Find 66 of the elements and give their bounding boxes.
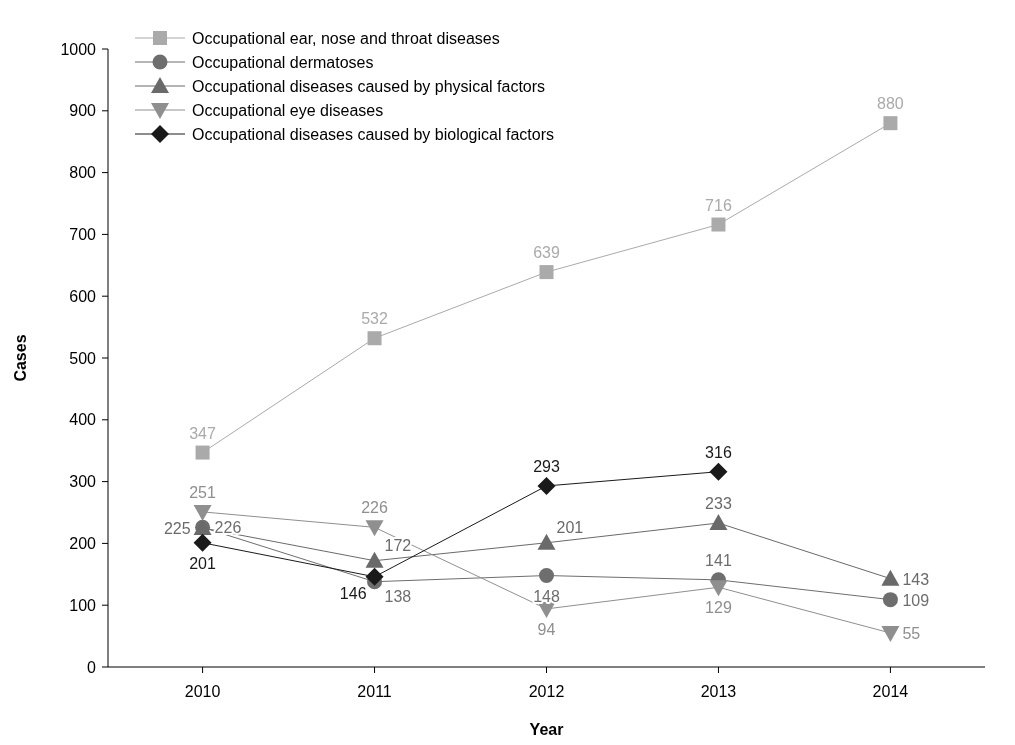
point bbox=[709, 514, 728, 531]
data-label: 201 bbox=[189, 554, 217, 572]
data-label: 94 bbox=[537, 620, 556, 638]
x-tick-label: 2010 bbox=[184, 683, 221, 700]
point bbox=[539, 568, 554, 584]
data-label: 138 bbox=[384, 587, 412, 605]
x-tick-label: 2011 bbox=[357, 683, 392, 700]
point bbox=[193, 504, 212, 521]
point bbox=[365, 567, 384, 586]
point bbox=[537, 533, 556, 550]
data-label: 55 bbox=[902, 625, 921, 643]
y-tick-label: 900 bbox=[69, 102, 97, 120]
point bbox=[709, 462, 728, 481]
data-label: 880 bbox=[877, 95, 904, 113]
y-tick-label: 0 bbox=[87, 658, 97, 676]
y-tick-label: 600 bbox=[69, 287, 97, 305]
point bbox=[539, 265, 554, 280]
data-label: 146 bbox=[339, 584, 367, 602]
data-label: 141 bbox=[705, 551, 732, 569]
legend-label: Occupational ear, nose and throat diseases bbox=[192, 29, 500, 47]
data-label: 148 bbox=[533, 587, 560, 605]
point bbox=[711, 217, 726, 232]
data-label: 639 bbox=[533, 244, 560, 262]
y-tick-label: 200 bbox=[69, 535, 97, 552]
data-label: 226 bbox=[214, 519, 242, 537]
data-label: 293 bbox=[533, 457, 560, 475]
data-label: 172 bbox=[384, 536, 412, 554]
point bbox=[195, 445, 210, 460]
y-tick-label: 800 bbox=[69, 164, 97, 182]
point bbox=[365, 520, 384, 537]
legend-label: Occupational eye diseases bbox=[192, 101, 384, 119]
point bbox=[367, 331, 382, 346]
legend-label: Occupational dermatoses bbox=[192, 53, 374, 71]
x-tick-label: 2012 bbox=[528, 683, 565, 700]
y-tick-label: 100 bbox=[69, 596, 97, 614]
data-label: 143 bbox=[902, 570, 930, 588]
data-label: 532 bbox=[361, 310, 388, 328]
x-tick-label: 2013 bbox=[700, 683, 737, 700]
point bbox=[193, 533, 212, 552]
y-tick-label: 1000 bbox=[60, 40, 97, 58]
data-label: 233 bbox=[705, 495, 732, 513]
point bbox=[709, 580, 728, 597]
data-label: 716 bbox=[705, 196, 732, 214]
y-tick-label: 400 bbox=[69, 411, 97, 429]
legend-label: Occupational diseases caused by biological factors bbox=[192, 125, 554, 143]
point bbox=[881, 569, 900, 586]
data-label: 129 bbox=[705, 599, 732, 617]
data-label: 225 bbox=[163, 519, 191, 537]
data-label: 109 bbox=[902, 591, 930, 609]
y-axis-title: Cases bbox=[12, 334, 29, 382]
point bbox=[883, 116, 898, 131]
legend-label: Occupational diseases caused by physical factors bbox=[192, 77, 546, 95]
point bbox=[537, 476, 556, 495]
x-axis-title: Year bbox=[529, 721, 564, 738]
y-tick-label: 500 bbox=[69, 349, 97, 367]
point bbox=[365, 551, 384, 568]
y-tick-label: 300 bbox=[69, 473, 97, 491]
data-label: 226 bbox=[361, 499, 388, 517]
point bbox=[882, 592, 898, 608]
point bbox=[881, 626, 900, 643]
y-tick-label: 700 bbox=[69, 226, 97, 243]
data-label: 347 bbox=[189, 424, 217, 442]
data-label: 201 bbox=[556, 518, 584, 536]
data-label: 316 bbox=[705, 443, 732, 461]
data-label: 251 bbox=[189, 483, 217, 501]
x-tick-label: 2014 bbox=[872, 683, 909, 700]
